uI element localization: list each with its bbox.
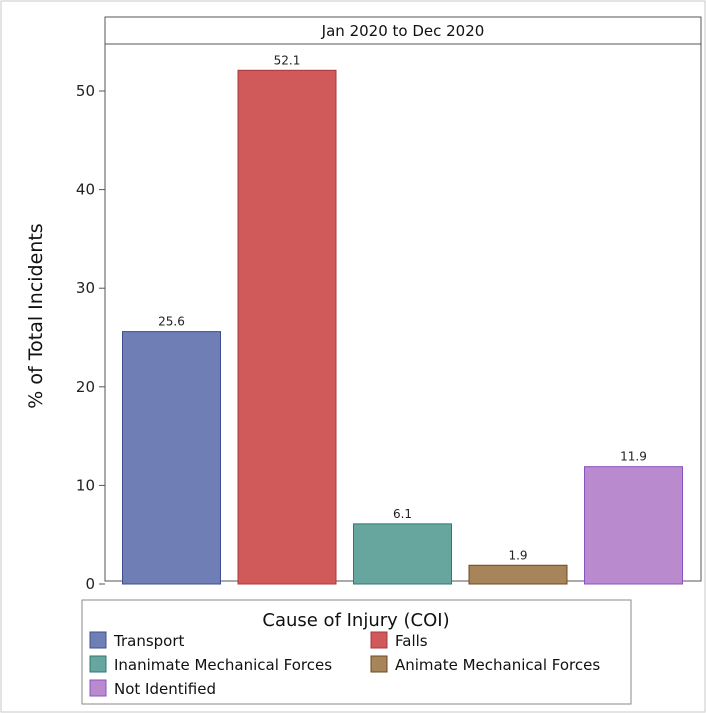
panel-header (104, 16, 702, 45)
y-tick-label: 10 (76, 476, 95, 494)
legend-swatch (89, 679, 107, 697)
bar-3 (468, 564, 568, 585)
bar-series (122, 69, 683, 585)
legend-items: Transport Falls Inanimate Mechanical Force… (89, 631, 600, 698)
legend-box (81, 599, 632, 705)
y-axis-title: % of Total Incidents (25, 223, 47, 408)
legend-title: Cause of Injury (COI) (262, 610, 449, 631)
y-axis: 0 10 20 30 40 50 (76, 82, 105, 593)
bar-value-label: 11.9 (620, 450, 647, 464)
bar-value-labels: 25.6 52.1 6.1 1.9 11.9 (158, 53, 647, 562)
legend-label: Animate Mechanical Forces (395, 656, 600, 674)
y-tick-label: 40 (76, 181, 95, 199)
bar-value-label: 6.1 (393, 507, 412, 521)
bar-1 (237, 69, 337, 585)
legend-label: Inanimate Mechanical Forces (114, 656, 332, 674)
chart-title: Jan 2020 to Dec 2020 (321, 22, 485, 40)
legend-swatch (370, 631, 388, 649)
legend-label: Transport (113, 632, 185, 650)
legend-swatch (89, 655, 107, 673)
bar-value-label: 25.6 (158, 315, 185, 329)
y-tick-label: 30 (76, 279, 95, 297)
y-tick-label: 20 (76, 378, 95, 396)
y-tick-label: 0 (85, 575, 95, 593)
bar-0 (122, 331, 221, 585)
legend-label: Falls (395, 632, 428, 650)
y-tick-label: 50 (76, 82, 95, 100)
legend-label: Not Identified (114, 680, 216, 698)
bar-value-label: 1.9 (508, 548, 527, 562)
legend-swatch (89, 631, 107, 649)
bar-value-label: 52.1 (274, 53, 301, 67)
bar-2 (353, 523, 452, 585)
bar-4 (584, 466, 683, 585)
legend-swatch (370, 655, 388, 673)
